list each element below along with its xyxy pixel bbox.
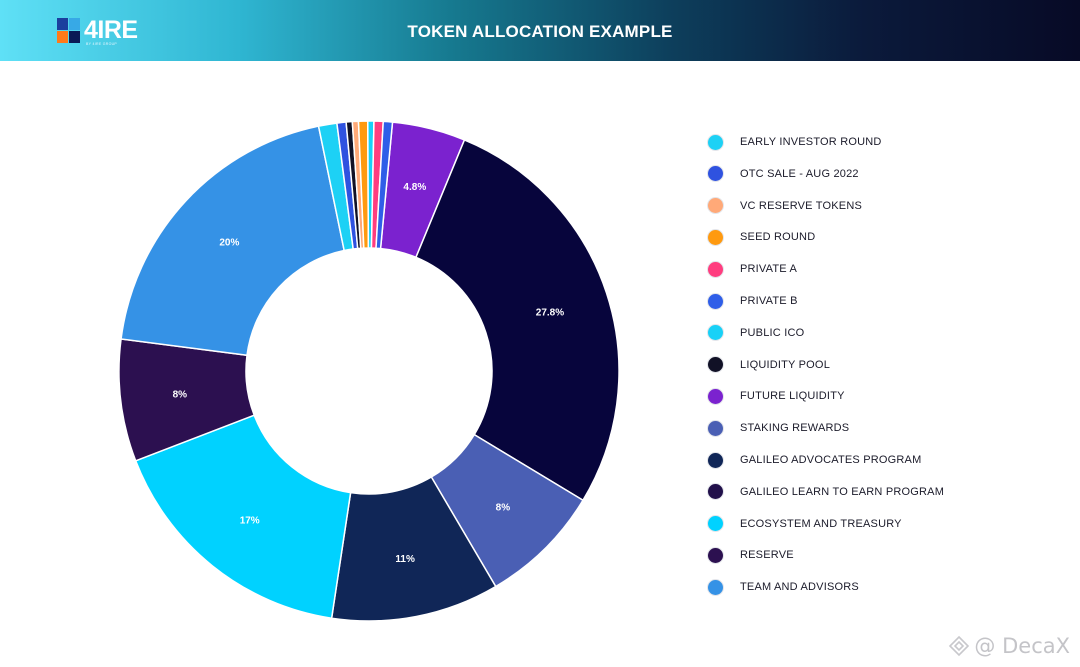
legend-item: GALILEO LEARN TO EARN PROGRAM — [707, 482, 944, 502]
legend-label: FUTURE LIQUIDITY — [740, 390, 845, 403]
legend-swatch — [707, 228, 724, 246]
page-title: TOKEN ALLOCATION EXAMPLE — [407, 22, 673, 41]
legend-label: GALILEO ADVOCATES PROGRAM — [740, 454, 922, 466]
legend-swatch — [707, 578, 724, 596]
watermark: @ DecaX — [948, 633, 1070, 659]
legend-label: RESERVE — [740, 549, 794, 562]
logo-tagline: BY 4IRE GROUP — [86, 42, 118, 46]
legend-label: STAKING REWARDS — [740, 422, 850, 435]
legend-swatch — [707, 546, 724, 564]
legend-item: EARLY INVESTOR ROUND — [707, 132, 882, 152]
slice-value-label: 20% — [219, 237, 239, 248]
legend-item: SEED ROUND — [707, 227, 815, 247]
donut-slices — [118, 120, 620, 622]
slice-value-label: 8% — [173, 390, 188, 401]
legend-swatch — [707, 515, 724, 533]
legend-label: PRIVATE B — [740, 295, 798, 307]
donut-slice-liquidity-pool — [414, 138, 620, 502]
donut-slice-ecosystem-and-treasury — [134, 414, 352, 620]
watermark-text: @ DecaX — [974, 634, 1070, 658]
logo-wordmark: 4IRE — [84, 16, 138, 44]
legend-item: PRIVATE B — [707, 291, 798, 311]
legend-label: ECOSYSTEM AND TREASURY — [740, 517, 902, 530]
donut-slice-private-b — [375, 120, 394, 250]
slice-value-label: 11% — [395, 554, 415, 565]
donut-slice-team-and-advisors — [120, 125, 346, 357]
legend-swatch — [707, 165, 724, 183]
legend-item: TEAM AND ADVISORS — [707, 577, 859, 597]
legend-label: EARLY INVESTOR ROUND — [740, 136, 882, 148]
legend-swatch — [707, 260, 724, 278]
slice-value-label: 4.8% — [403, 182, 426, 193]
legend-swatch — [707, 324, 724, 342]
logo-squares-icon — [57, 18, 80, 43]
legend-swatch — [707, 292, 724, 310]
legend-label: PUBLIC ICO — [740, 326, 805, 339]
slice-value-label: 17% — [240, 516, 260, 527]
legend-swatch — [707, 451, 724, 469]
legend-swatch — [707, 387, 724, 405]
legend-label: GALILEO LEARN TO EARN PROGRAM — [740, 485, 945, 498]
legend-item: RESERVE — [707, 545, 794, 565]
legend-label: VC RESERVE TOKENS — [740, 199, 862, 212]
legend-swatch — [707, 419, 724, 437]
legend-item: VC RESERVE TOKENS — [707, 196, 862, 216]
legend-label: LIQUIDITY POOL — [740, 358, 831, 371]
header-bar: 4IRE BY 4IRE GROUP TOKEN ALLOCATION EXAM… — [0, 0, 1080, 61]
legend-item: FUTURE LIQUIDITY — [707, 386, 845, 406]
legend-item: ECOSYSTEM AND TREASURY — [707, 514, 902, 534]
legend-swatch — [707, 483, 724, 501]
slice-value-label: 8% — [496, 503, 511, 514]
legend-label: OTC SALE - AUG 2022 — [740, 167, 859, 180]
binance-diamond-icon — [949, 635, 970, 657]
legend-item: PUBLIC ICO — [707, 323, 804, 343]
slice-value-label: 27.8% — [536, 307, 564, 318]
legend-item: OTC SALE - AUG 2022 — [707, 164, 859, 184]
legend-item: LIQUIDITY POOL — [707, 355, 830, 375]
legend-swatch — [707, 197, 724, 215]
donut-labels: 4.8% 27.8% 8% 11% 17% 8% 20% — [173, 182, 565, 565]
legend-swatch — [707, 356, 724, 374]
legend-label: SEED ROUND — [740, 231, 816, 244]
legend-swatch — [707, 133, 724, 151]
legend-item: PRIVATE A — [707, 259, 797, 279]
chart-legend: EARLY INVESTOR ROUND OTC SALE - AUG 2022 V… — [707, 132, 1037, 607]
legend-label: TEAM AND ADVISORS — [740, 581, 859, 594]
legend-label: PRIVATE A — [740, 263, 798, 276]
legend-item: STAKING REWARDS — [707, 418, 849, 438]
brand-logo: 4IRE BY 4IRE GROUP — [57, 16, 167, 48]
legend-item: GALILEO ADVOCATES PROGRAM — [707, 450, 921, 470]
